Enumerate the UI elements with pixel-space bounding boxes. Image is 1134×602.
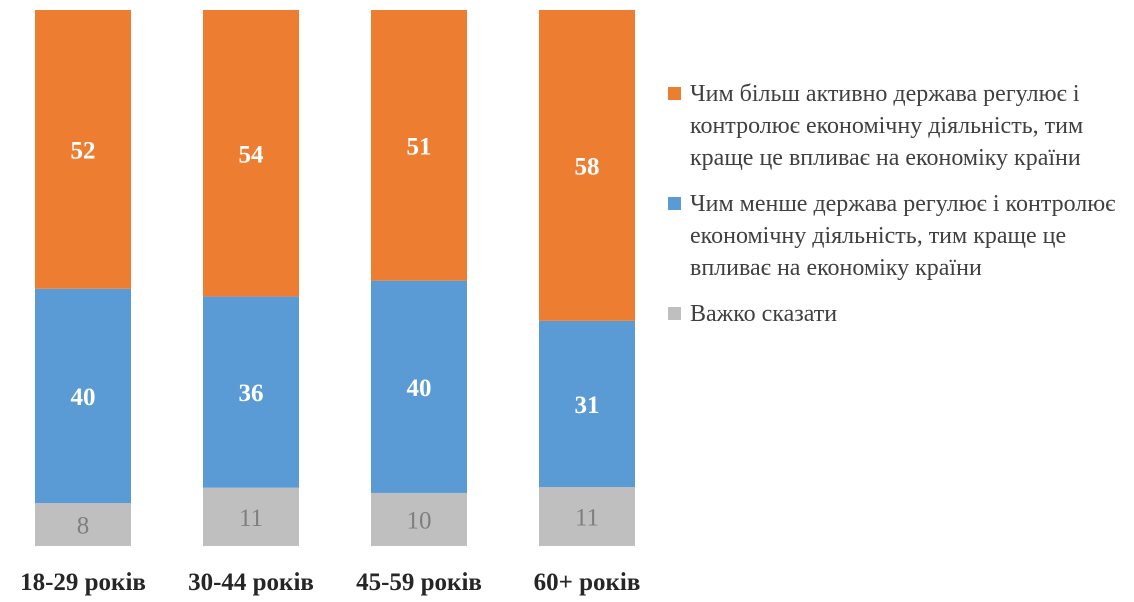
data-label: 11 [239, 505, 263, 532]
category-label: 30-44 років [188, 569, 314, 596]
legend-label: Важко сказати [690, 301, 838, 327]
legend: Чим більш активно держава регулює і конт… [668, 78, 1128, 344]
bar-segment [203, 487, 299, 546]
bar-segment [35, 10, 131, 289]
data-label: 11 [575, 505, 599, 532]
bar-segment [539, 487, 635, 546]
legend-label: Чим менше держава регулює і контролює ек… [690, 191, 1116, 281]
category-label: 18-29 років [20, 569, 146, 596]
data-label: 40 [71, 384, 96, 411]
legend-swatch [668, 197, 681, 210]
bar-segment [539, 320, 635, 488]
data-label: 36 [239, 380, 264, 407]
bar-segment [371, 10, 467, 281]
bar-segment [371, 492, 467, 546]
bar-segment [371, 280, 467, 493]
legend-item: Важко сказати [668, 298, 1128, 330]
bar-segment [203, 10, 299, 297]
legend-swatch [668, 87, 681, 100]
bar-segment [539, 10, 635, 321]
legend-label: Чим більш активно держава регулює і конт… [690, 81, 1084, 171]
category-label: 60+ років [534, 569, 641, 596]
category-label: 45-59 років [356, 569, 482, 596]
data-label: 10 [407, 507, 432, 534]
data-label: 51 [407, 133, 432, 160]
bar-segment [203, 296, 299, 488]
data-label: 40 [407, 375, 432, 402]
bar-segment [35, 503, 131, 546]
bar-segment [35, 288, 131, 504]
legend-swatch [668, 307, 681, 320]
data-label: 58 [575, 153, 600, 180]
data-label: 52 [71, 137, 96, 164]
data-label: 8 [77, 513, 90, 540]
data-label: 54 [239, 141, 265, 168]
legend-item: Чим менше держава регулює і контролює ек… [668, 188, 1128, 284]
legend-item: Чим більш активно держава регулює і конт… [668, 78, 1128, 174]
data-label: 31 [575, 392, 600, 419]
